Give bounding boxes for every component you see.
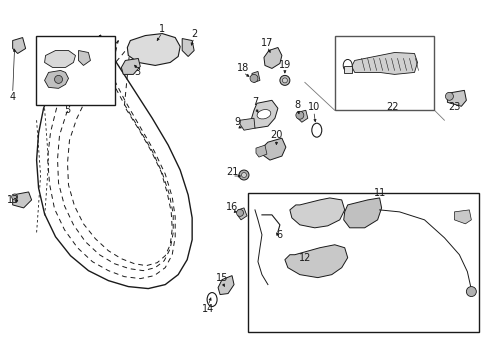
Text: 17: 17 (260, 37, 273, 48)
Circle shape (12, 194, 18, 200)
Text: 12: 12 (298, 253, 310, 263)
Text: 14: 14 (202, 305, 214, 315)
Polygon shape (250, 100, 277, 128)
Circle shape (236, 210, 243, 216)
Polygon shape (182, 39, 194, 57)
Circle shape (241, 172, 246, 177)
Circle shape (445, 92, 452, 100)
Text: 18: 18 (236, 63, 248, 73)
Text: 15: 15 (215, 273, 228, 283)
Text: 3: 3 (134, 67, 140, 77)
Bar (247, 193, 478, 332)
Polygon shape (127, 33, 180, 66)
Circle shape (239, 170, 248, 180)
Text: 9: 9 (233, 117, 240, 127)
Polygon shape (13, 37, 25, 54)
Circle shape (55, 75, 62, 84)
Ellipse shape (207, 293, 217, 306)
Polygon shape (343, 198, 381, 228)
Ellipse shape (257, 109, 270, 119)
Polygon shape (121, 58, 140, 75)
Text: 5: 5 (64, 105, 70, 115)
Polygon shape (351, 53, 417, 75)
Polygon shape (238, 208, 246, 220)
Text: 23: 23 (447, 102, 460, 112)
Text: 6: 6 (276, 230, 283, 240)
Polygon shape (447, 90, 466, 106)
Text: 22: 22 (386, 102, 398, 112)
Text: 8: 8 (294, 100, 300, 110)
Text: 2: 2 (191, 28, 197, 39)
Bar (36, 36, 115, 105)
Polygon shape (263, 138, 285, 160)
Polygon shape (453, 210, 470, 224)
Circle shape (279, 75, 289, 85)
Polygon shape (240, 118, 254, 130)
Circle shape (466, 287, 475, 297)
Text: 10: 10 (307, 102, 319, 112)
Polygon shape (13, 192, 32, 208)
Text: 13: 13 (6, 195, 19, 205)
Polygon shape (297, 110, 307, 122)
Polygon shape (264, 48, 281, 68)
Text: 1: 1 (159, 24, 165, 33)
Text: 21: 21 (225, 167, 238, 177)
Bar (343, 67, 351, 73)
Text: 7: 7 (251, 97, 258, 107)
Polygon shape (255, 145, 266, 157)
Text: 19: 19 (278, 60, 290, 71)
Text: 4: 4 (10, 92, 16, 102)
Polygon shape (251, 71, 260, 82)
Circle shape (295, 111, 303, 119)
Text: 16: 16 (225, 202, 238, 212)
Polygon shape (285, 245, 347, 278)
Circle shape (249, 75, 258, 82)
Bar (334, 36, 433, 110)
Circle shape (282, 78, 287, 83)
Polygon shape (44, 50, 75, 67)
Polygon shape (78, 50, 90, 66)
Text: 20: 20 (270, 130, 283, 140)
Ellipse shape (311, 123, 321, 137)
Ellipse shape (343, 59, 351, 71)
Text: 11: 11 (373, 188, 385, 198)
Polygon shape (44, 71, 68, 88)
Polygon shape (218, 276, 234, 294)
Polygon shape (289, 198, 344, 228)
